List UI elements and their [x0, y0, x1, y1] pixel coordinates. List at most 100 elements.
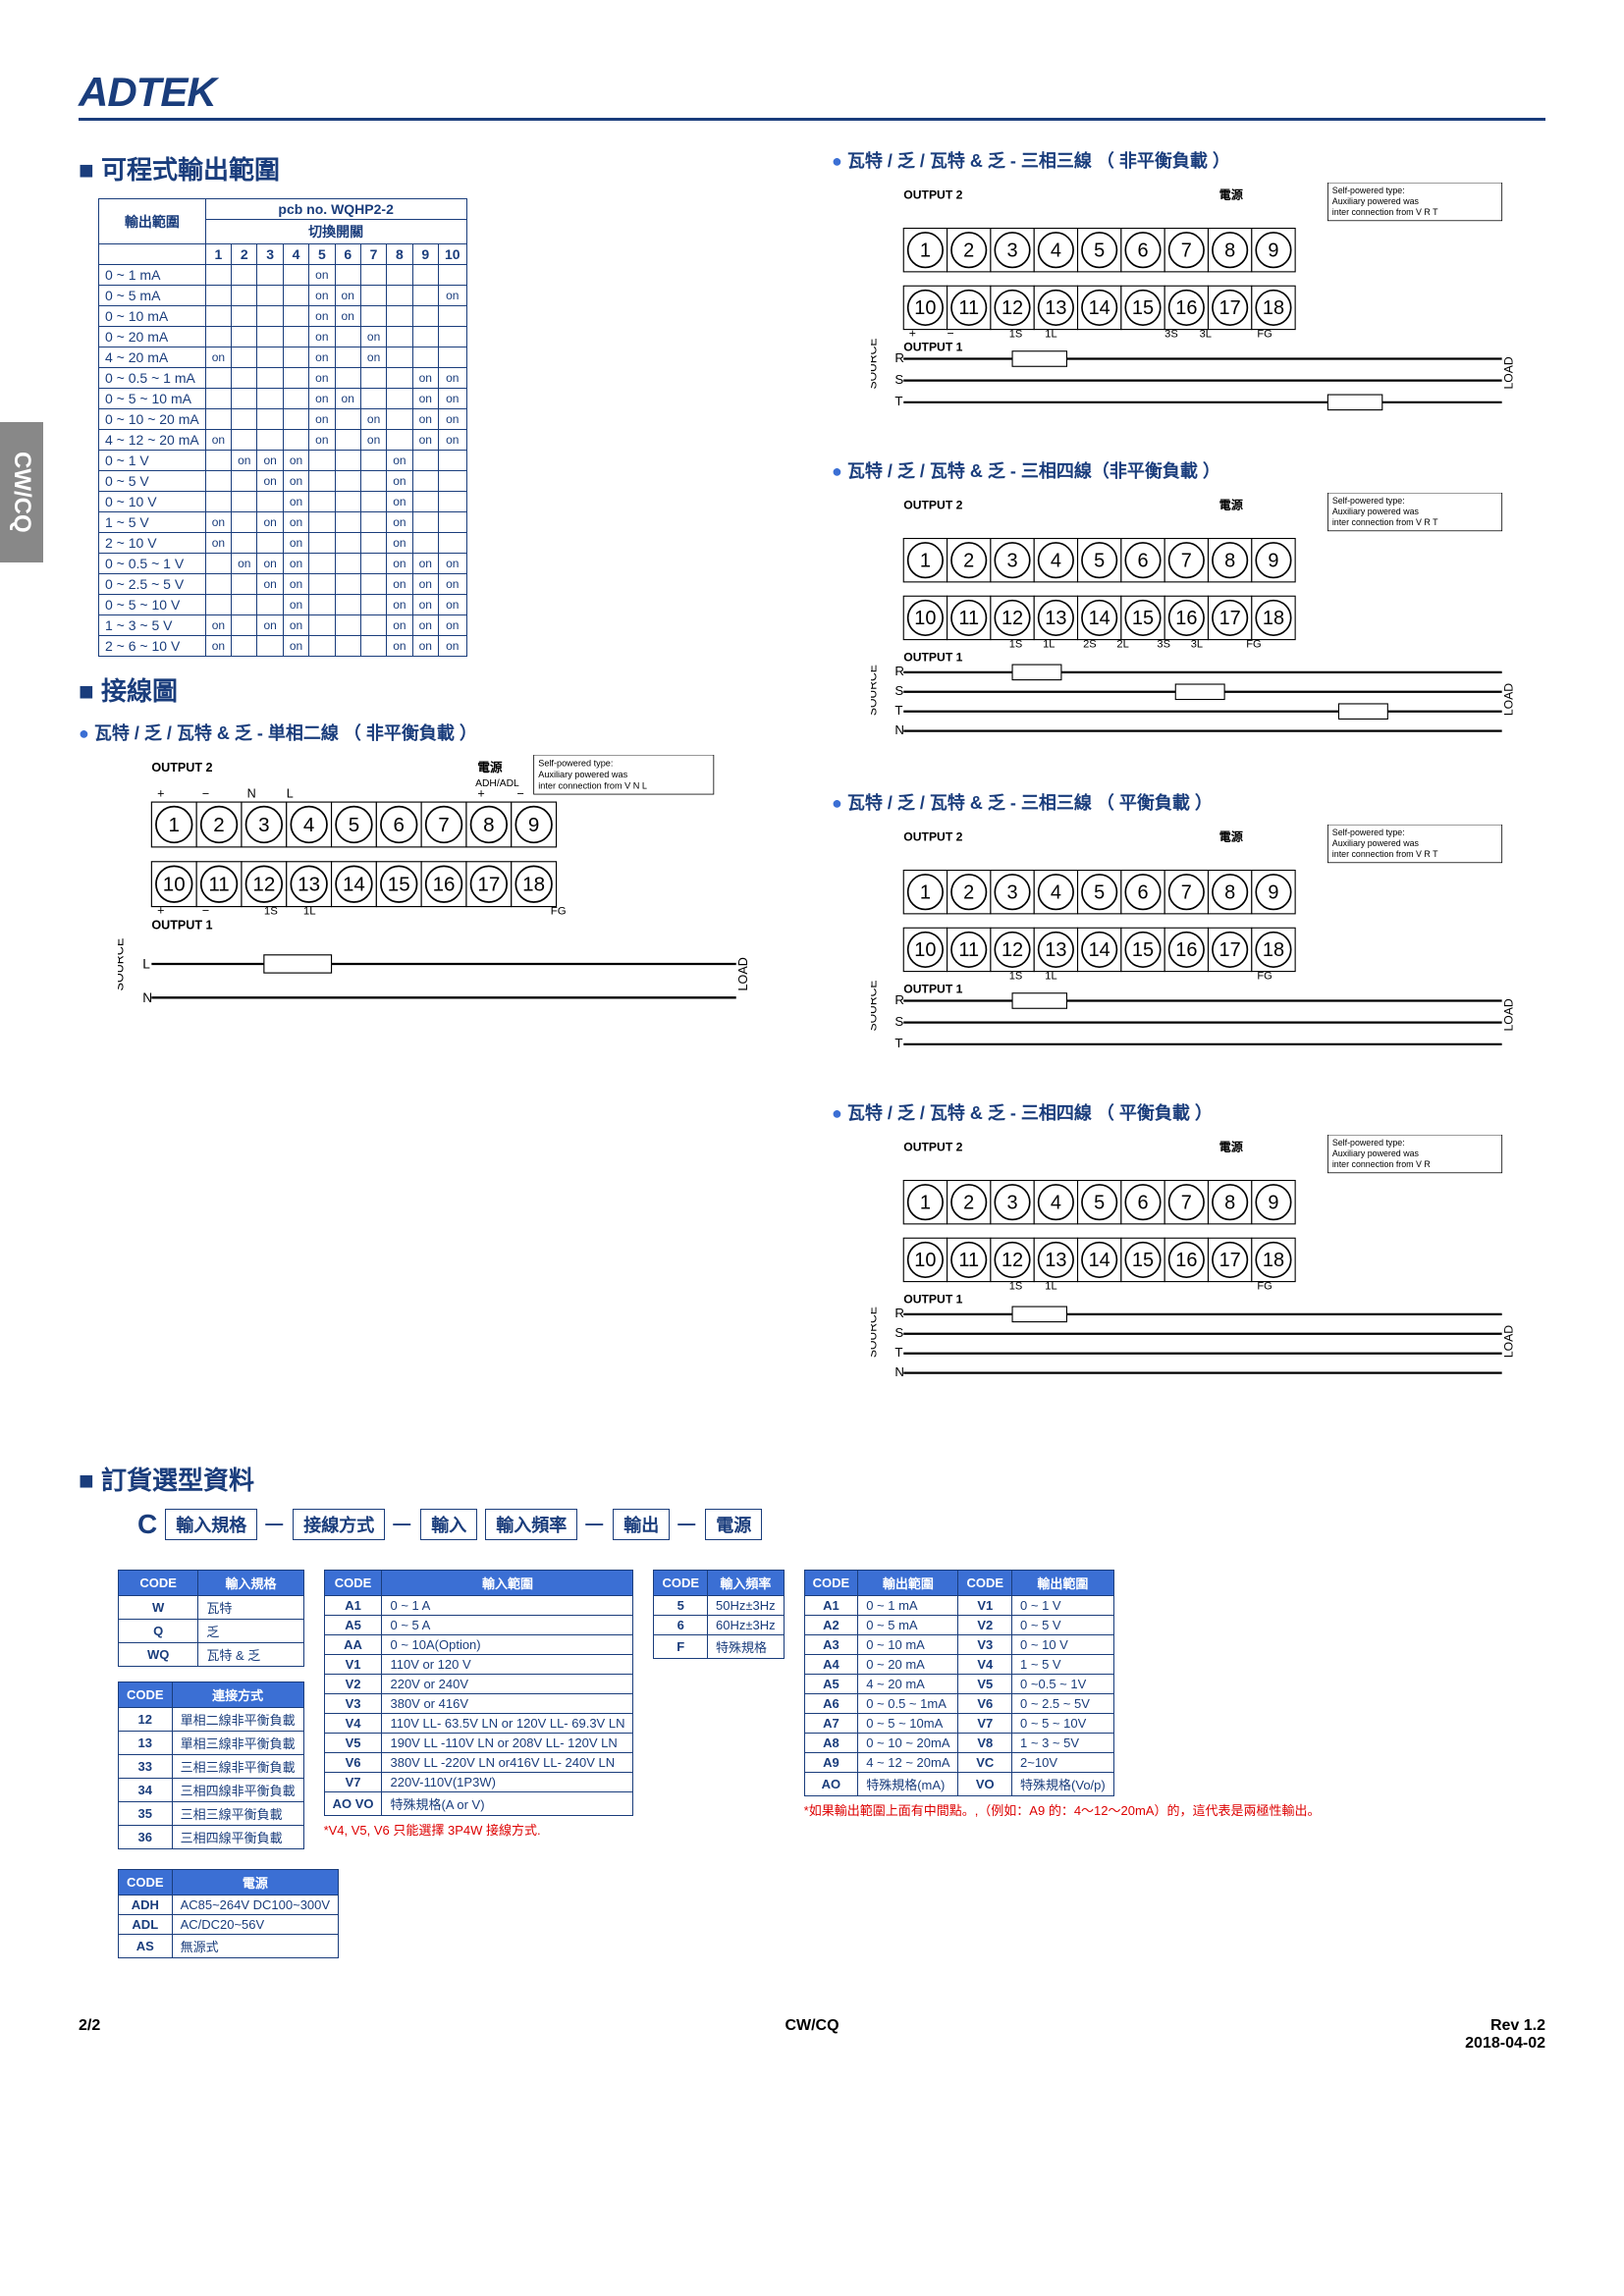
svg-text:T: T — [894, 703, 902, 718]
svg-text:Self-powered type:: Self-powered type: — [1332, 1138, 1405, 1148]
svg-text:N: N — [894, 722, 904, 737]
svg-text:FG: FG — [1246, 638, 1261, 650]
wiring-diagram-3: OUTPUT 2 電源 Self-powered type: Auxiliary… — [871, 493, 1545, 770]
footer-model: CW/CQ — [785, 2017, 839, 2035]
svg-text:5: 5 — [1094, 881, 1105, 903]
page-footer: 2/2 CW/CQ Rev 1.22018-04-02 — [79, 2017, 1545, 2053]
svg-text:FG: FG — [1257, 970, 1272, 982]
svg-text:5: 5 — [349, 814, 359, 836]
svg-text:7: 7 — [1181, 550, 1192, 571]
section-wiring: 接線圖 — [79, 671, 792, 708]
svg-text:12: 12 — [1001, 939, 1023, 961]
svg-text:R: R — [894, 664, 904, 678]
svg-text:1: 1 — [169, 814, 180, 836]
input-range-note: *V4, V5, V6 只能選擇 3P4W 接線方式. — [324, 1820, 634, 1839]
svg-text:S: S — [894, 1014, 903, 1029]
svg-text:10: 10 — [914, 1250, 936, 1271]
svg-text:18: 18 — [1263, 1250, 1284, 1271]
svg-text:T: T — [894, 1036, 902, 1050]
svg-text:LOAD: LOAD — [1502, 356, 1516, 389]
svg-text:13: 13 — [1045, 608, 1066, 629]
svg-text:8: 8 — [483, 814, 494, 836]
svg-text:10: 10 — [914, 939, 936, 961]
svg-text:18: 18 — [1263, 297, 1284, 319]
svg-text:3L: 3L — [1191, 638, 1203, 650]
svg-text:13: 13 — [1045, 297, 1066, 319]
svg-text:OUTPUT 2: OUTPUT 2 — [903, 498, 962, 511]
svg-text:R: R — [894, 1306, 904, 1320]
svg-text:FG: FG — [1257, 1280, 1272, 1292]
svg-text:OUTPUT 1: OUTPUT 1 — [903, 1292, 962, 1306]
table-input-spec: CODE輸入規格 W瓦特Q乏WQ瓦特 & 乏 — [118, 1570, 304, 1667]
svg-text:8: 8 — [1224, 881, 1235, 903]
svg-text:7: 7 — [438, 814, 449, 836]
svg-text:4: 4 — [303, 814, 314, 836]
svg-text:S: S — [894, 683, 903, 698]
svg-text:SOURCE: SOURCE — [871, 338, 880, 389]
svg-text:17: 17 — [1219, 608, 1241, 629]
svg-text:−: − — [202, 904, 209, 918]
wiring-title-2: 瓦特 / 乏 / 瓦特 & 乏 - 三相三線 （ 非平衡負載 ） — [832, 147, 1545, 173]
svg-text:SOURCE: SOURCE — [118, 938, 127, 991]
svg-text:SOURCE: SOURCE — [871, 1307, 880, 1358]
wiring-title-5: 瓦特 / 乏 / 瓦特 & 乏 - 三相四線 （ 平衡負載 ） — [832, 1099, 1545, 1125]
svg-text:3: 3 — [1007, 881, 1018, 903]
svg-text:1S: 1S — [1009, 638, 1023, 650]
svg-text:1: 1 — [920, 881, 931, 903]
svg-text:8: 8 — [1224, 550, 1235, 571]
svg-text:7: 7 — [1181, 1192, 1192, 1213]
svg-text:−: − — [202, 787, 209, 801]
svg-text:6: 6 — [394, 814, 405, 836]
svg-text:12: 12 — [252, 874, 275, 896]
svg-text:1: 1 — [920, 240, 931, 261]
svg-text:1L: 1L — [1045, 1280, 1056, 1292]
svg-text:12: 12 — [1001, 1250, 1023, 1271]
side-tab: CW/CQ — [0, 422, 43, 562]
svg-text:11: 11 — [208, 874, 229, 896]
section-ordering: 訂貨選型資料 — [79, 1461, 1545, 1497]
svg-text:6: 6 — [1137, 240, 1148, 261]
svg-text:Self-powered type:: Self-powered type: — [1332, 828, 1405, 837]
svg-text:Self-powered type:: Self-powered type: — [538, 758, 613, 768]
svg-text:14: 14 — [1089, 608, 1110, 629]
svg-text:T: T — [894, 394, 902, 408]
svg-text:3: 3 — [1007, 240, 1018, 261]
svg-text:inter connection from V R T: inter connection from V R T — [1332, 849, 1438, 859]
svg-text:OUTPUT 2: OUTPUT 2 — [903, 1140, 962, 1153]
svg-text:9: 9 — [528, 814, 539, 836]
svg-text:18: 18 — [522, 874, 545, 896]
svg-text:3S: 3S — [1164, 328, 1178, 340]
svg-text:11: 11 — [958, 608, 979, 629]
svg-text:−: − — [516, 787, 523, 801]
svg-text:9: 9 — [1268, 1192, 1278, 1213]
svg-text:OUTPUT 2: OUTPUT 2 — [903, 188, 962, 202]
svg-text:+: + — [477, 787, 484, 801]
svg-text:SOURCE: SOURCE — [871, 665, 880, 716]
svg-text:Auxiliary powered was: Auxiliary powered was — [1332, 1148, 1420, 1158]
svg-text:17: 17 — [1219, 1250, 1241, 1271]
svg-text:4: 4 — [1051, 550, 1061, 571]
svg-text:12: 12 — [1001, 608, 1023, 629]
svg-text:LOAD: LOAD — [736, 957, 750, 990]
svg-text:14: 14 — [1089, 939, 1110, 961]
svg-text:6: 6 — [1137, 1192, 1148, 1213]
svg-text:14: 14 — [1089, 1250, 1110, 1271]
svg-text:2: 2 — [963, 240, 974, 261]
svg-text:1: 1 — [920, 1192, 931, 1213]
svg-text:4: 4 — [1051, 881, 1061, 903]
svg-text:N: N — [142, 990, 152, 1005]
svg-text:S: S — [894, 372, 903, 387]
svg-text:16: 16 — [1175, 608, 1197, 629]
svg-text:Auxiliary powered was: Auxiliary powered was — [1332, 507, 1420, 516]
wiring-title-1: 瓦特 / 乏 / 瓦特 & 乏 - 単相二線 （ 非平衡負載 ） — [79, 720, 792, 745]
svg-text:14: 14 — [343, 874, 365, 896]
svg-text:2L: 2L — [1116, 638, 1128, 650]
svg-text:3: 3 — [258, 814, 269, 836]
svg-text:OUTPUT 2: OUTPUT 2 — [151, 761, 212, 774]
svg-text:2S: 2S — [1083, 638, 1097, 650]
wiring-diagram-1: OUTPUT 2 電源 ADH/ADL Self-powered type: A… — [118, 755, 792, 1052]
switch-table: 輸出範圍pcb no. WQHP2-2 切換開關 12345678910 0 ~… — [98, 198, 467, 657]
wiring-title-3: 瓦特 / 乏 / 瓦特 & 乏 - 三相四線（非平衡負載 ） — [832, 457, 1545, 483]
svg-text:7: 7 — [1181, 881, 1192, 903]
svg-text:8: 8 — [1224, 240, 1235, 261]
